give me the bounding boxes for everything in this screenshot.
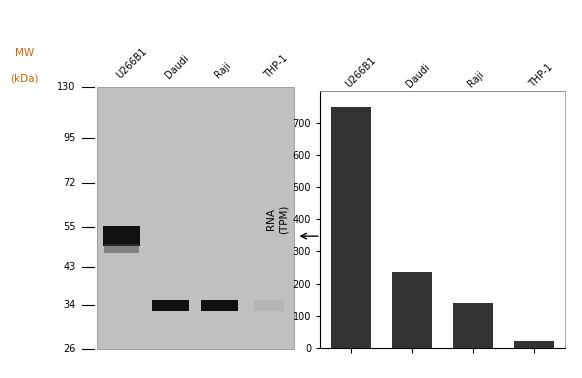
Bar: [254, 300, 283, 311]
Bar: [104, 244, 139, 253]
Bar: [152, 300, 189, 311]
Text: Daudi: Daudi: [164, 53, 191, 80]
Text: 55: 55: [63, 222, 76, 232]
Bar: [392, 272, 432, 348]
Bar: [97, 87, 293, 349]
Text: 43: 43: [63, 262, 76, 272]
Bar: [331, 107, 371, 348]
Text: 72: 72: [63, 178, 76, 188]
Text: 95: 95: [63, 133, 76, 143]
Y-axis label: RNA
(TPM): RNA (TPM): [266, 204, 289, 234]
Bar: [103, 226, 140, 246]
Text: MW: MW: [15, 48, 34, 58]
Bar: [453, 303, 493, 348]
Text: (kDa): (kDa): [10, 74, 38, 84]
Text: 34: 34: [63, 300, 76, 310]
Bar: [201, 300, 239, 311]
Text: 26: 26: [63, 344, 76, 354]
Text: U266B1: U266B1: [115, 46, 148, 80]
Text: THP-1: THP-1: [262, 53, 289, 80]
Text: ST6GAL1: ST6GAL1: [324, 231, 374, 241]
Bar: [203, 230, 237, 244]
Text: 130: 130: [57, 82, 76, 92]
Bar: [514, 341, 554, 348]
Text: Raji: Raji: [213, 60, 233, 80]
